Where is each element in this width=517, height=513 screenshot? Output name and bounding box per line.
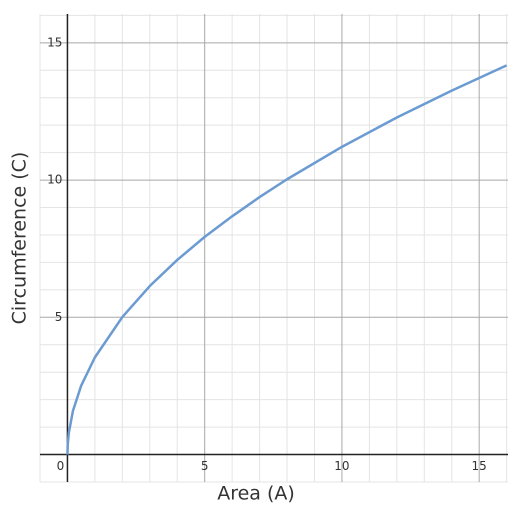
x-tick-label: 0 xyxy=(57,459,65,473)
curve xyxy=(66,64,508,455)
x-tick-label: 10 xyxy=(334,459,349,473)
x-axis-label: Area (A) xyxy=(217,483,295,505)
y-tick-label: 5 xyxy=(55,310,63,324)
y-axis-label: Circumference (C) xyxy=(9,152,31,325)
x-tick-label: 15 xyxy=(472,459,487,473)
y-tick-label: 10 xyxy=(47,173,62,187)
x-tick-label: 5 xyxy=(201,459,209,473)
y-tick-label: 15 xyxy=(47,35,62,49)
